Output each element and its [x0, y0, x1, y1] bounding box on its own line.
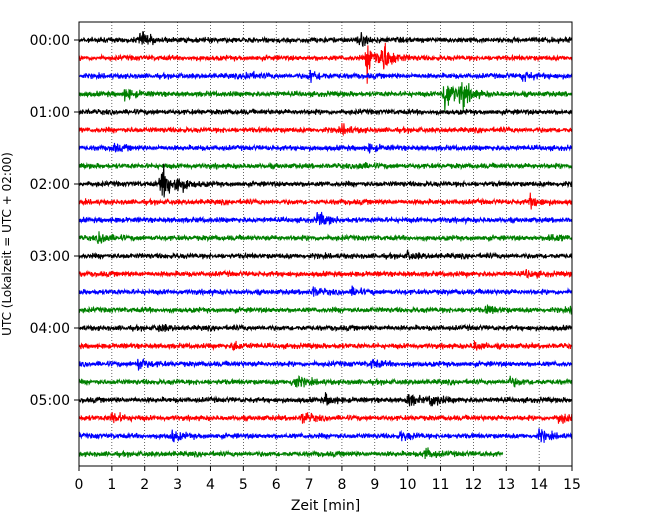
x-tick-label: 15	[563, 477, 581, 493]
seismic-trace	[78, 42, 573, 84]
seismic-trace	[78, 163, 573, 198]
seismic-trace	[78, 428, 573, 443]
seismic-trace	[78, 285, 573, 298]
x-tick-label: 1	[107, 477, 116, 493]
seismic-trace	[78, 375, 573, 388]
y-axis-label: UTC (Lokalzeit = UTC + 02:00)	[0, 152, 14, 336]
seismic-trace	[78, 123, 573, 137]
x-tick-label: 8	[337, 477, 346, 493]
x-tick-label: 13	[497, 477, 515, 493]
seismic-trace	[78, 323, 573, 333]
x-tick-label: 14	[530, 477, 548, 493]
y-tick-label: 00:00	[30, 33, 70, 49]
x-tick-label: 12	[464, 477, 482, 493]
seismic-trace	[78, 357, 573, 371]
x-tick-label: 11	[432, 477, 450, 493]
x-tick-label: 0	[75, 477, 84, 493]
seismic-trace	[78, 249, 573, 261]
seismic-trace	[78, 192, 573, 210]
minute-gridlines	[111, 22, 540, 466]
y-tick-label: 04:00	[30, 321, 70, 337]
seismic-trace	[78, 340, 573, 352]
x-tick-label: 4	[206, 477, 215, 493]
seismic-trace	[78, 142, 573, 155]
y-tick-label: 05:00	[30, 393, 70, 409]
y-tick-label: 03:00	[30, 249, 70, 265]
seismic-trace	[78, 412, 573, 424]
seismic-trace	[78, 304, 573, 315]
seismic-trace	[78, 31, 573, 47]
seismic-trace	[78, 269, 573, 280]
plot-frame	[78, 21, 573, 467]
x-tick-label: 3	[173, 477, 182, 493]
x-axis-label: Zeit [min]	[291, 498, 360, 514]
x-axis-ticks: 0 1 2 3 4 5 6 7 8 9 10 11 12 13 14 15	[75, 466, 581, 493]
y-tick-label: 02:00	[30, 177, 70, 193]
y-axis-ticks: 00:00 01:00 02:00 03:00 04:00 05:00	[30, 33, 79, 409]
x-tick-label: 10	[399, 477, 417, 493]
seismic-trace	[78, 231, 573, 244]
seismic-trace	[78, 161, 573, 171]
x-tick-label: 7	[305, 477, 314, 493]
x-tick-label: 9	[370, 477, 379, 493]
seismic-trace	[78, 69, 573, 83]
seismic-trace	[78, 82, 573, 112]
y-tick-label: 01:00	[30, 105, 70, 121]
x-tick-label: 2	[140, 477, 149, 493]
x-tick-label: 6	[272, 477, 281, 493]
seismic-traces	[78, 31, 573, 460]
seismic-trace	[78, 211, 573, 226]
x-tick-label: 5	[239, 477, 248, 493]
seismic-trace	[78, 447, 504, 460]
seismic-trace	[78, 392, 573, 407]
seismic-trace	[78, 107, 573, 117]
